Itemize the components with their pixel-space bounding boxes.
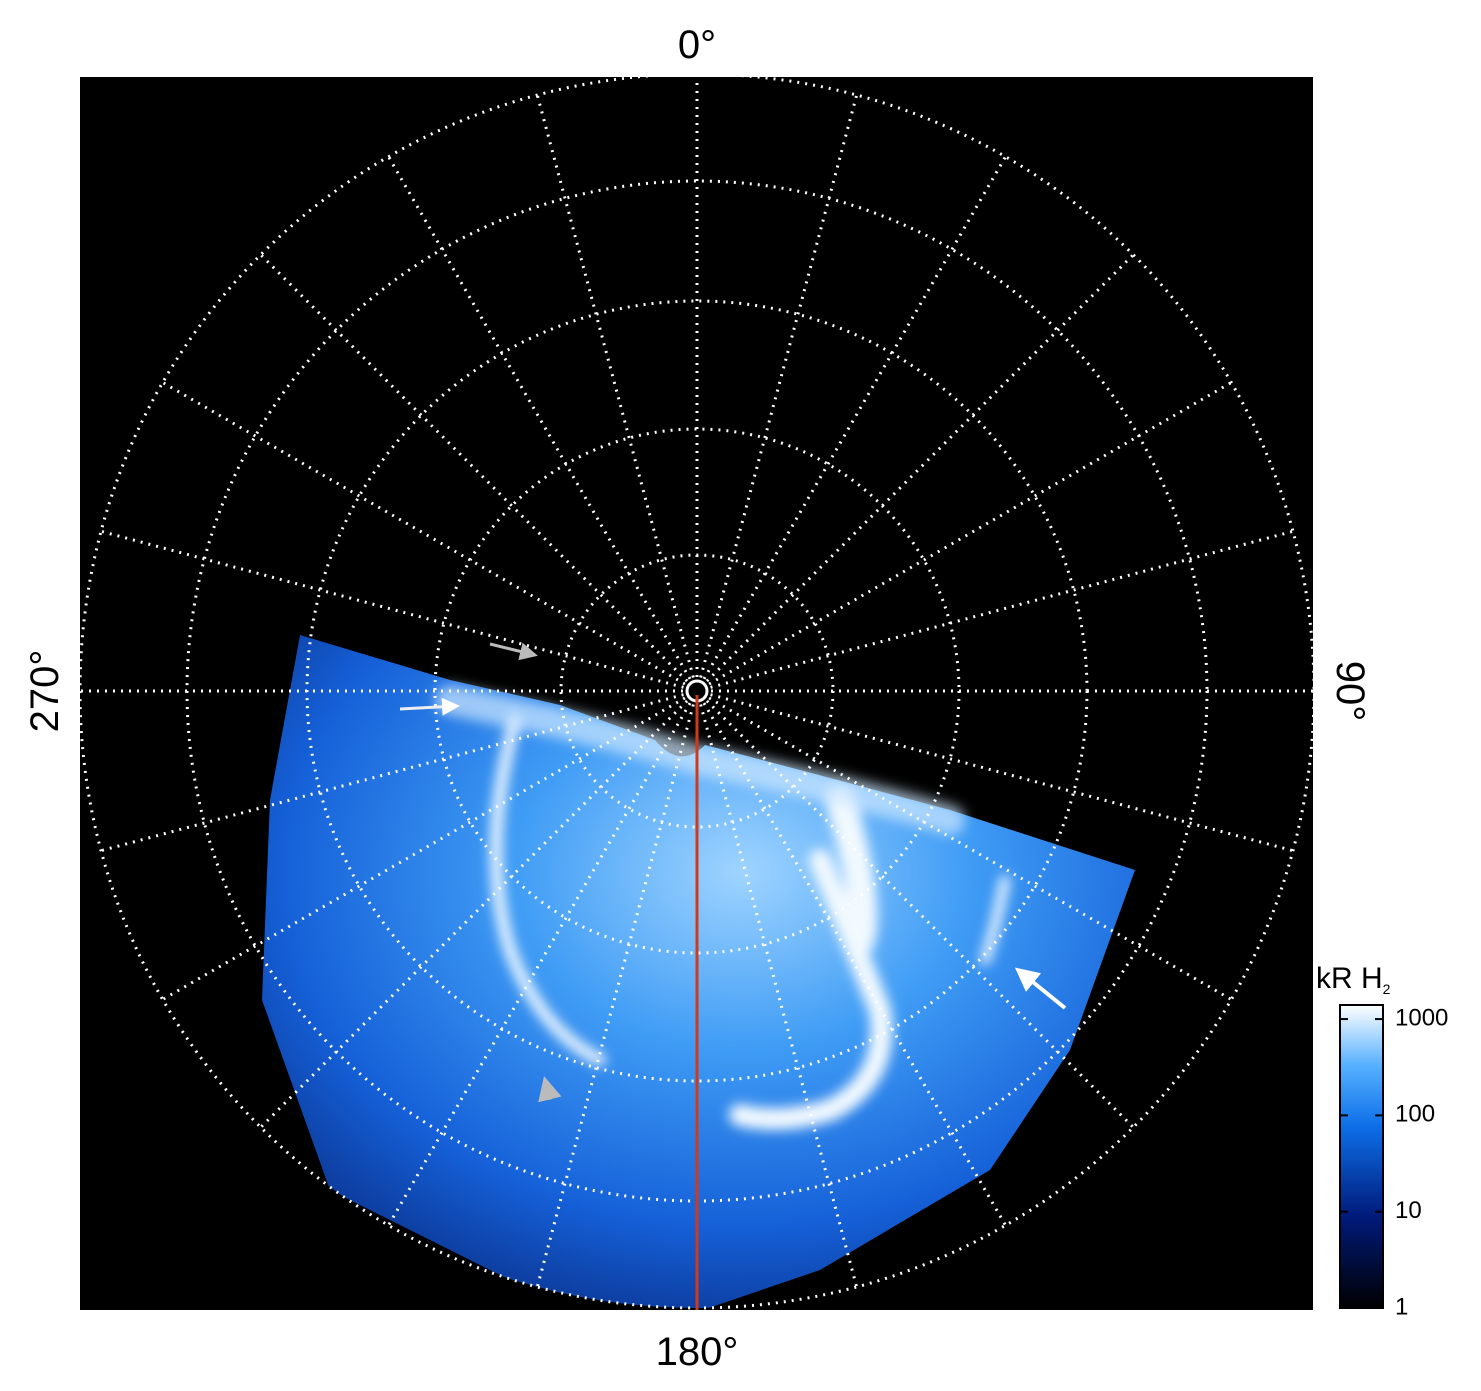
- colorbar-tick-label: 1: [1395, 1293, 1408, 1320]
- colorbar-label: kR H2: [1316, 962, 1391, 997]
- colorbar-label-text: kR H: [1316, 962, 1383, 995]
- colorbar-tick-label: 100: [1395, 1101, 1435, 1128]
- label-left: 270°: [23, 650, 67, 733]
- colorbar: [1339, 1004, 1384, 1309]
- label-bottom: 180°: [656, 1330, 739, 1374]
- colorbar-tick-label: 10: [1395, 1197, 1422, 1224]
- label-top: 0°: [678, 23, 716, 67]
- arrow: [1014, 967, 1067, 1010]
- arrow: [538, 1076, 562, 1103]
- colorbar-label-sub: 2: [1383, 981, 1391, 997]
- colorbar-tick-label: 1000: [1395, 1004, 1448, 1031]
- label-right: 90°: [1328, 661, 1372, 722]
- arrow: [489, 642, 538, 661]
- colorbar-ticks: 1 10 100 1000: [1340, 1004, 1448, 1320]
- arrow: [399, 697, 460, 716]
